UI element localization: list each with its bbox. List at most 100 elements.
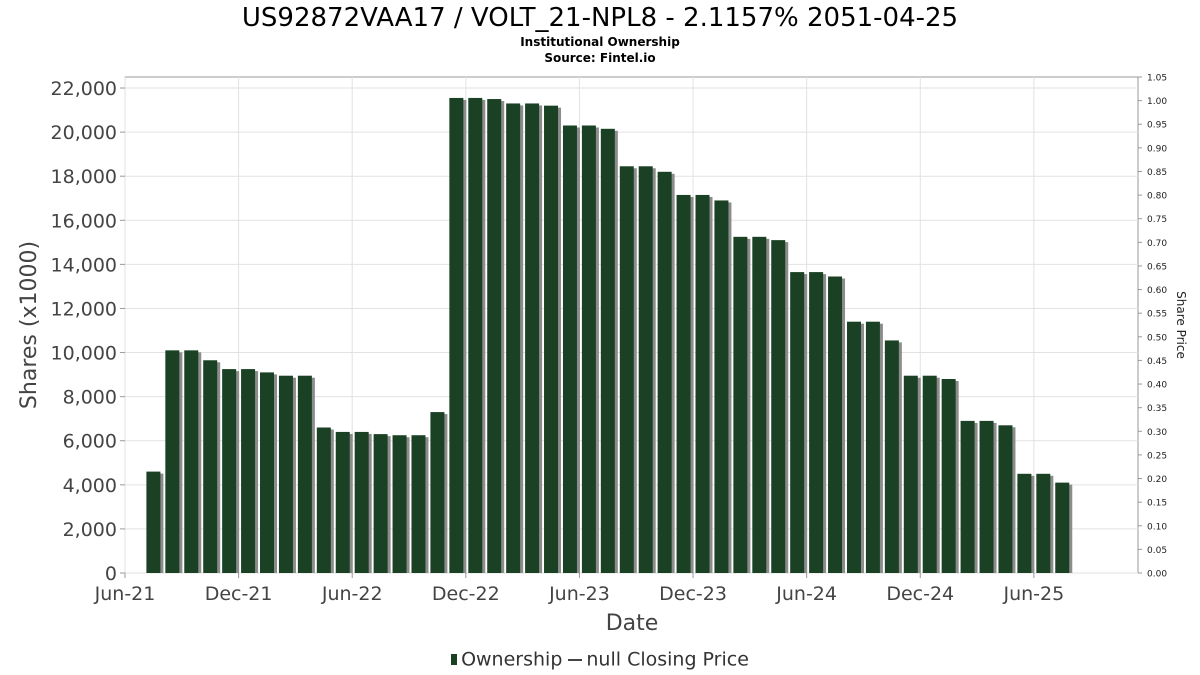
ownership-bar [184,350,199,573]
y-tick-label: 2,000 [63,519,117,541]
ownership-bar [884,340,899,573]
ownership-bar [998,425,1013,573]
y2-tick-label: 0.60 [1147,286,1167,296]
y2-tick-label: 0.30 [1147,428,1167,438]
y-axis-label: Shares (x1000) [17,241,42,409]
y2-tick-label: 1.00 [1147,97,1167,107]
y2-tick-label: 0.00 [1147,570,1167,580]
x-axis-ticks: Jun-21 Dec-21 Jun-22 Dec-22 Jun-23 Dec-23 Jun-… [94,573,1064,605]
ownership-bar [297,375,312,573]
legend: Ownership null Closing Price [0,646,1200,673]
ownership-bar [203,360,218,573]
x-tick-label: Dec-21 [205,583,273,605]
y-tick-label: 14,000 [51,254,117,276]
y2-tick-label: 0.50 [1147,333,1167,343]
y-tick-label: 6,000 [63,431,117,453]
chart-subtitle: Institutional Ownership [520,35,680,49]
ownership-bar [695,194,710,573]
ownership-bar [657,171,672,573]
y-tick-label: 10,000 [51,343,117,365]
y2-tick-label: 0.95 [1147,121,1167,131]
y-tick-label: 12,000 [51,298,117,320]
y2-tick-label: 0.70 [1147,239,1167,249]
ownership-bar [790,272,805,573]
ownership-bar [979,420,994,573]
ownership-bar [676,194,691,573]
chart-title: US92872VAA17 / VOLT_21-NPL8 - 2.1157% 20… [241,3,959,33]
ownership-bar [733,236,748,574]
y2-tick-label: 0.40 [1147,381,1167,391]
ownership-bar [506,103,521,573]
ownership-bar [411,435,426,573]
y2-axis-label: Share Price [1174,291,1188,359]
ownership-bar [771,240,786,573]
y2-tick-label: 0.90 [1147,144,1167,154]
ownership-bar [1017,473,1032,573]
ownership-bar [960,420,975,573]
ownership-bar [1055,482,1070,573]
y2-tick-label: 0.80 [1147,192,1167,202]
ownership-legend-swatch [451,654,458,665]
y-tick-label: 18,000 [51,166,117,188]
y2-tick-label: 0.75 [1147,215,1167,225]
ownership-bar [600,128,615,573]
x-tick-label: Jun-23 [548,583,610,605]
x-tick-label: Dec-23 [659,583,727,605]
ownership-bar [373,434,388,573]
ownership-bar [752,236,767,574]
y2-tick-label: 0.20 [1147,475,1167,485]
y-tick-label: 16,000 [51,210,117,232]
ownership-bar [260,372,275,573]
y-tick-label: 20,000 [51,122,117,144]
ownership-bar [828,276,843,573]
ownership-bar [809,272,824,573]
y2-tick-label: 0.85 [1147,168,1167,178]
chart-source: Source: Fintel.io [544,51,656,65]
y-tick-label: 8,000 [63,387,117,409]
y2-tick-label: 0.25 [1147,451,1167,461]
ownership-bar [430,412,445,573]
y2-tick-label: 0.10 [1147,522,1167,532]
ownership-bar [922,375,937,573]
y2-tick-label: 0.35 [1147,404,1167,414]
legend-ownership-label: Ownership [461,648,563,671]
ownership-bar [335,431,350,573]
ownership-bar [865,321,880,573]
y2-tick-label: 0.65 [1147,262,1167,272]
ownership-bar [903,375,918,573]
y2-tick-label: 0.15 [1147,499,1167,509]
y2-tick-label: 0.55 [1147,310,1167,320]
x-tick-label: Jun-21 [94,583,156,605]
y-tick-label: 22,000 [51,78,117,100]
y2-tick-label: 0.05 [1147,546,1167,556]
ownership-bar [525,103,540,573]
y2-tick-label: 0.45 [1147,357,1167,367]
ownership-bar [544,105,559,573]
ownership-bar [562,125,577,574]
y-tick-label: 4,000 [63,475,117,497]
ownership-bar [941,379,956,573]
x-tick-label: Dec-24 [886,583,954,605]
ownership-bars [146,97,1073,574]
ownership-bar [222,369,237,573]
x-tick-label: Jun-25 [1002,583,1064,605]
ownership-bar [316,427,331,573]
ownership-bar [581,125,596,574]
x-axis-label: Date [606,611,659,636]
ownership-bar [1036,473,1051,573]
ownership-bar [487,99,502,574]
ownership-bar [278,375,293,573]
ownership-bar [468,97,483,573]
ownership-bar [354,431,369,573]
ownership-bar [449,97,464,573]
y2-tick-label: 1.05 [1147,74,1167,84]
ownership-bar [146,471,161,573]
legend-closing-price-label: null Closing Price [586,648,749,671]
x-tick-label: Dec-22 [432,583,500,605]
ownership-bar [392,435,407,573]
ownership-bar [638,166,653,573]
y-axis-ticks: 0 2,000 4,000 6,000 8,000 10,000 12,000 14,000 1… [51,78,125,585]
y-tick-label: 0 [105,563,117,585]
ownership-bar [165,350,180,573]
